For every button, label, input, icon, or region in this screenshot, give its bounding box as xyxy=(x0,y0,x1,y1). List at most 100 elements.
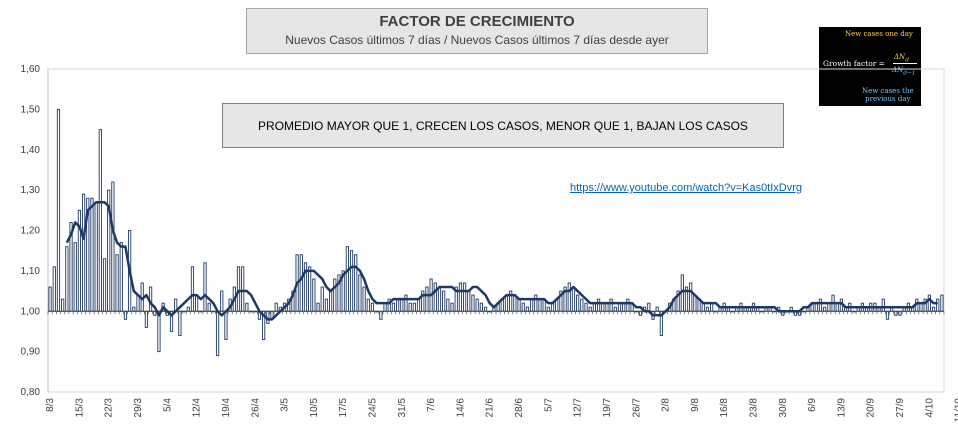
bar xyxy=(567,282,571,312)
y-tick-label: 1,10 xyxy=(21,266,41,277)
formula-bottom-label: New cases the previous day xyxy=(862,87,914,103)
youtube-link[interactable]: https://www.youtube.com/watch?v=Kas0tIxD… xyxy=(570,182,803,194)
bar xyxy=(48,286,52,312)
bar xyxy=(274,302,278,312)
bar xyxy=(475,298,479,312)
y-tick-label: 1,00 xyxy=(21,306,41,317)
y-tick-label: 0,90 xyxy=(21,347,41,358)
bar xyxy=(638,310,643,316)
bar xyxy=(936,298,940,312)
bar xyxy=(655,306,659,312)
bar xyxy=(81,193,86,312)
bar xyxy=(153,310,157,316)
bar xyxy=(613,306,617,312)
bar xyxy=(299,254,303,312)
x-tick-label: 28/6 xyxy=(514,398,525,418)
x-tick-label: 30/8 xyxy=(778,398,789,418)
x-tick-label: 27/9 xyxy=(895,398,906,418)
x-tick-label: 5/7 xyxy=(543,398,554,412)
bar xyxy=(236,266,241,312)
formula-numerator-base: ΔN xyxy=(894,53,906,61)
bar xyxy=(144,310,148,328)
bar xyxy=(898,310,902,316)
bar xyxy=(345,246,349,312)
x-axis: 8/3 15/3 22/3 29/3 5/4 12/4 19/4 26/4 3/5 10/5 17/… xyxy=(45,398,958,423)
y-axis: 0,80 0,90 1,00 1,10 1,20 1,30 1,40 1,50 1,60 xyxy=(21,64,49,398)
bar xyxy=(65,246,69,312)
x-tick-label: 14/6 xyxy=(455,398,466,418)
bar xyxy=(818,298,823,312)
bar xyxy=(404,294,408,312)
bar xyxy=(224,310,228,340)
formula-fraction-line xyxy=(893,63,917,64)
x-tick-label: 9/8 xyxy=(690,398,701,412)
y-tick-label: 0,80 xyxy=(21,387,41,398)
bar xyxy=(220,290,224,312)
chart-subtitle: Nuevos Casos últimos 7 días / Nuevos Cas… xyxy=(285,33,669,47)
bar xyxy=(525,306,529,312)
bar xyxy=(308,266,312,312)
bar xyxy=(178,310,182,336)
x-tick-label: 2/8 xyxy=(661,398,672,412)
bar xyxy=(132,306,136,312)
bar xyxy=(580,298,584,312)
bar xyxy=(396,298,400,312)
bar xyxy=(463,282,467,312)
bar xyxy=(437,286,442,312)
bar xyxy=(157,310,161,353)
x-tick-label: 21/6 xyxy=(485,398,496,418)
formula-denominator-sub: d−1 xyxy=(903,70,916,77)
average-line-series xyxy=(65,200,938,321)
growth-factor-formula-image: New cases one day Growth factor = ΔNd ΔN… xyxy=(819,27,921,106)
annotation-box: PROMEDIO MAYOR QUE 1, CRECEN LOS CASOS, … xyxy=(222,103,784,148)
bar xyxy=(885,310,890,320)
bar xyxy=(471,294,475,312)
bar xyxy=(894,310,898,316)
bar xyxy=(366,298,370,312)
bar xyxy=(379,310,383,320)
bar xyxy=(442,290,446,312)
formula-bottom-label-line2: previous day xyxy=(865,95,911,103)
x-tick-label: 10/5 xyxy=(309,398,320,418)
bar xyxy=(362,286,366,312)
bar xyxy=(358,274,362,312)
y-tick-label: 1,60 xyxy=(21,64,41,75)
formula-numerator: ΔNd xyxy=(894,53,909,63)
bar xyxy=(450,302,454,312)
bar xyxy=(927,294,931,312)
bar xyxy=(370,302,375,312)
bar xyxy=(241,266,245,312)
x-tick-label: 19/7 xyxy=(602,398,613,418)
bar xyxy=(940,294,944,312)
x-tick-label: 8/3 xyxy=(45,398,56,412)
bar xyxy=(416,298,421,312)
x-tick-label: 24/5 xyxy=(368,398,379,418)
bar xyxy=(588,306,592,312)
x-tick-label: 5/4 xyxy=(162,398,173,412)
bar xyxy=(534,294,538,312)
bar xyxy=(584,302,588,312)
x-tick-label: 11/10 xyxy=(954,398,958,423)
bar xyxy=(479,302,483,312)
bar xyxy=(102,258,107,312)
bar xyxy=(329,290,333,312)
bar xyxy=(823,306,827,312)
x-tick-label: 6/9 xyxy=(807,398,818,412)
x-tick-label: 31/5 xyxy=(397,398,408,418)
bar xyxy=(391,302,396,312)
bar xyxy=(56,108,61,312)
bar xyxy=(458,282,463,312)
bar xyxy=(119,242,123,312)
bar xyxy=(186,306,190,312)
bar xyxy=(115,254,119,312)
bar xyxy=(412,302,416,312)
bar xyxy=(931,306,936,312)
y-tick-label: 1,30 xyxy=(21,185,41,196)
bar xyxy=(324,298,329,312)
bar xyxy=(705,306,710,312)
bar xyxy=(689,282,693,312)
x-tick-label: 29/3 xyxy=(133,398,144,418)
bar xyxy=(190,266,195,312)
bar xyxy=(538,298,542,312)
x-tick-label: 22/3 xyxy=(104,398,115,418)
